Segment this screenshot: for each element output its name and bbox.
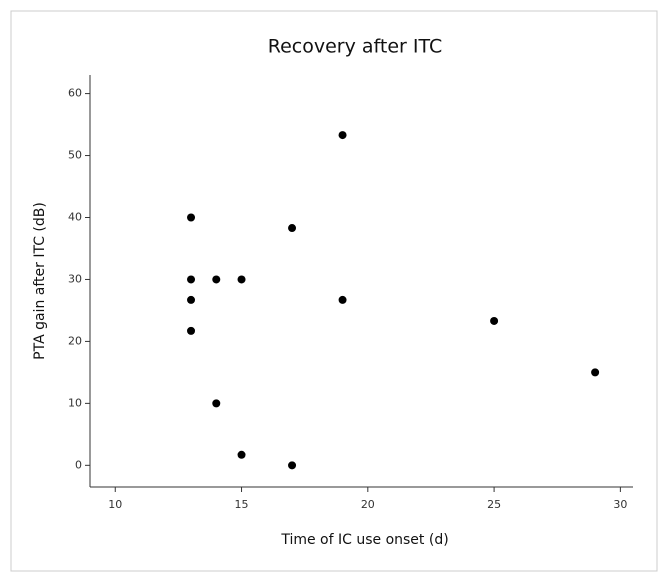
point: [338, 131, 347, 140]
point: [187, 295, 196, 304]
point: [187, 275, 196, 284]
point: [237, 275, 246, 284]
y-tick-label: 30: [68, 272, 82, 285]
point: [338, 295, 347, 304]
x-tick-label: 15: [235, 498, 249, 511]
point: [490, 316, 499, 325]
frame: [10, 10, 658, 572]
point: [237, 450, 246, 459]
point: [212, 399, 221, 408]
y-tick-label: 60: [68, 87, 82, 100]
point: [212, 275, 221, 284]
y-tick-label: 10: [68, 396, 82, 409]
y-axis-label: PTA gain after ITC (dB): [32, 202, 48, 360]
x-tick-label: 25: [487, 498, 501, 511]
y-tick-label: 40: [68, 210, 82, 223]
point: [187, 213, 196, 222]
x-axis-label: Time of IC use onset (d): [280, 532, 448, 548]
point: [288, 461, 297, 470]
y-tick-label: 20: [68, 334, 82, 347]
y-tick-label: 50: [68, 149, 82, 162]
point: [187, 326, 196, 335]
x-tick-label: 20: [361, 498, 375, 511]
point: [591, 368, 600, 377]
x-tick-label: 30: [613, 498, 627, 511]
chart-title: Recovery after ITC: [268, 36, 443, 58]
point: [288, 224, 297, 233]
x-tick-label: 10: [108, 498, 122, 511]
y-tick-label: 0: [75, 458, 82, 471]
